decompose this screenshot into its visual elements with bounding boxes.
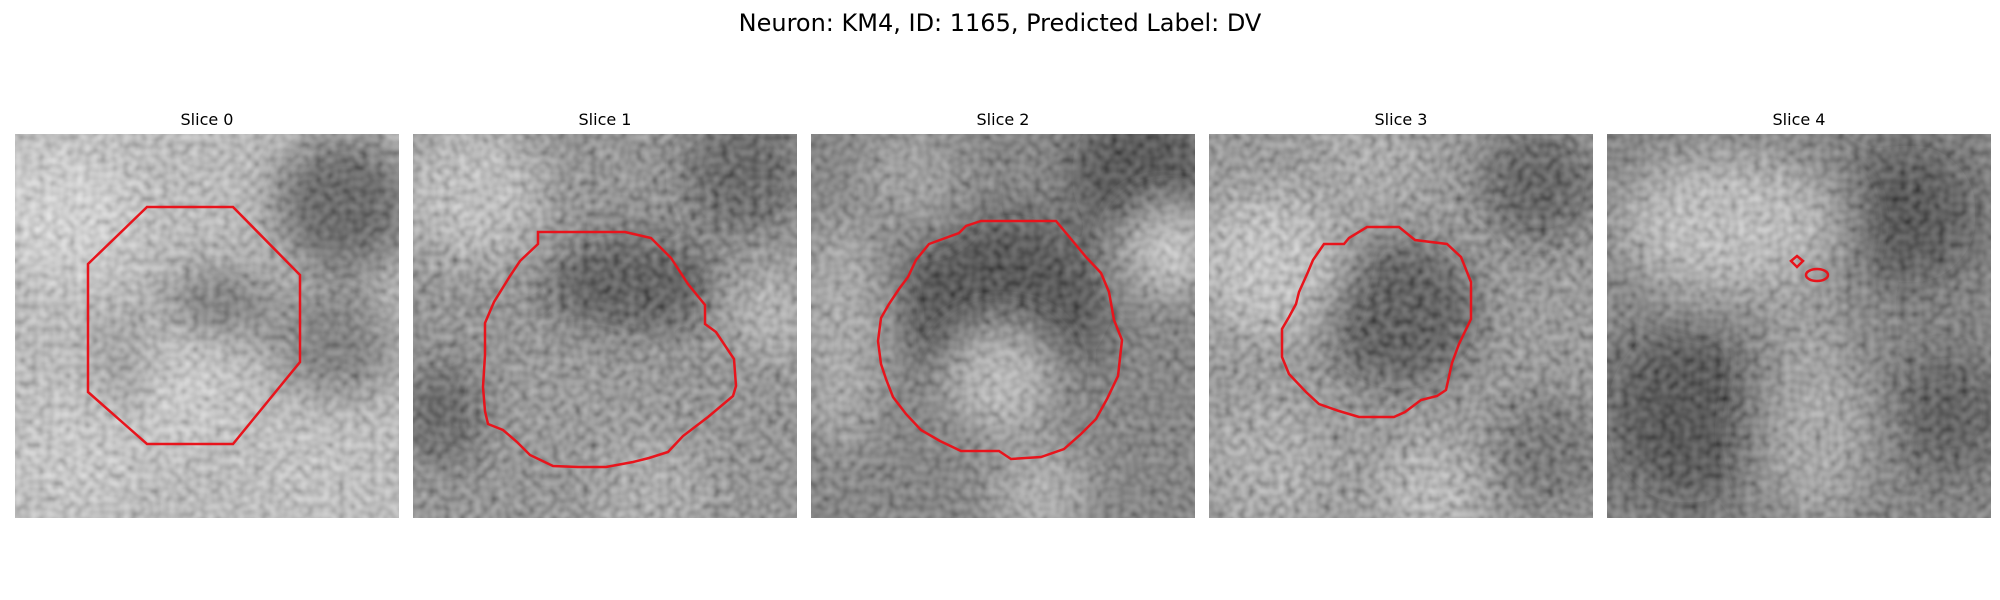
slice-panel-0: Slice 0 <box>15 108 399 518</box>
roi-contour <box>876 219 1124 461</box>
slice-panel-1: Slice 1 <box>413 108 797 518</box>
roi-contour <box>1789 254 1805 269</box>
slice-panel-2: Slice 2 <box>811 108 1195 518</box>
slice-image-1 <box>413 134 797 518</box>
roi-contour <box>1280 225 1473 419</box>
slice-title: Slice 2 <box>976 110 1030 129</box>
slice-image-4 <box>1607 134 1991 518</box>
roi-contour <box>86 205 302 446</box>
slice-panel-3: Slice 3 <box>1209 108 1593 518</box>
roi-contour <box>481 230 738 469</box>
figure-title: Neuron: KM4, ID: 1165, Predicted Label: … <box>738 9 1262 37</box>
slice-title: Slice 1 <box>578 110 632 129</box>
slice-image-0 <box>15 134 399 518</box>
slice-panel-4: Slice 4 <box>1607 108 1991 518</box>
slice-image-3 <box>1209 134 1593 518</box>
roi-contour <box>1804 267 1830 283</box>
slice-title: Slice 0 <box>180 110 234 129</box>
slice-title: Slice 4 <box>1772 110 1826 129</box>
slice-title: Slice 3 <box>1374 110 1428 129</box>
slice-image-2 <box>811 134 1195 518</box>
